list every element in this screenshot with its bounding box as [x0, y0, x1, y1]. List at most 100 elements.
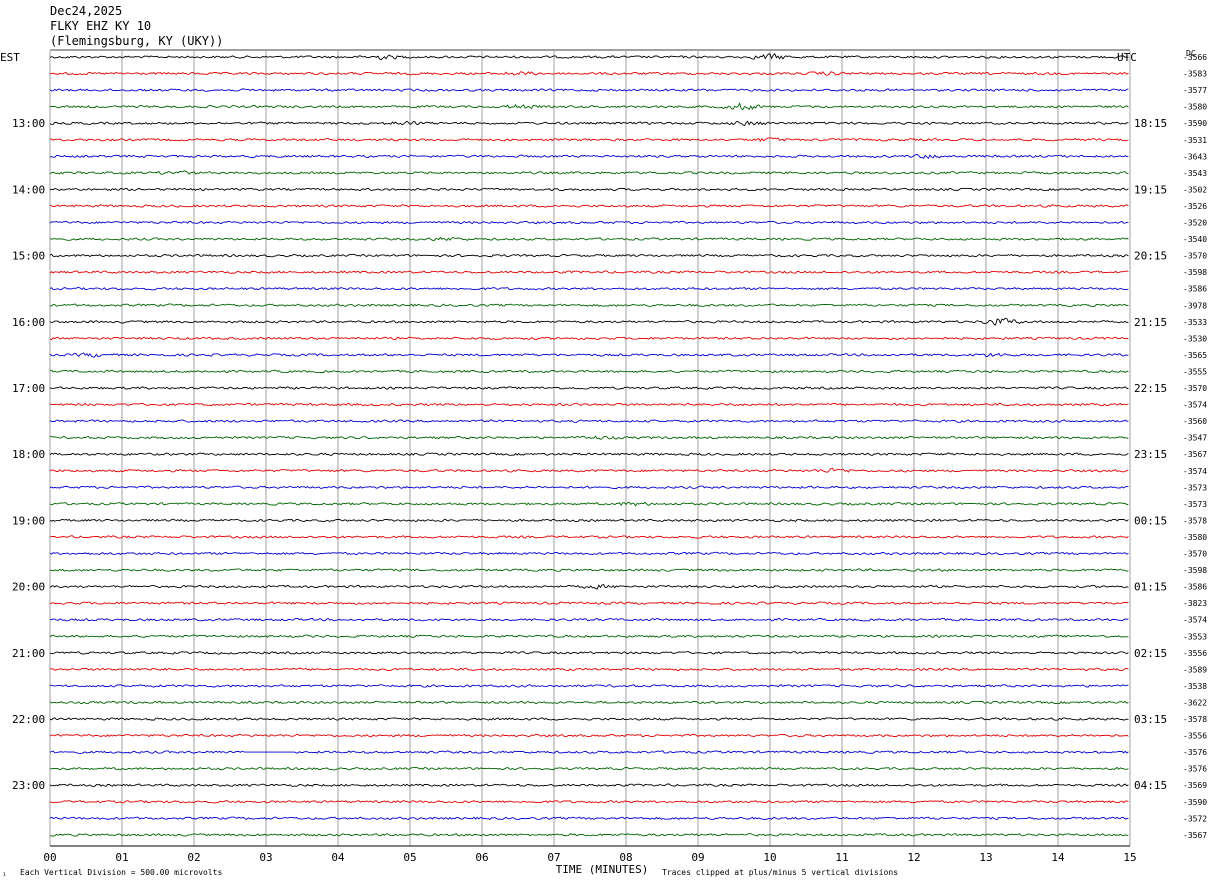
dc-offset-34: -3574 — [1183, 616, 1207, 625]
trace-44 — [49, 783, 1129, 787]
trace-17 — [49, 336, 1129, 341]
minute-gridlines — [49, 49, 1131, 847]
dc-offset-39: -3622 — [1183, 698, 1207, 707]
right-hour-20:15: 20:15 — [1134, 250, 1167, 263]
trace-28 — [49, 518, 1129, 523]
dc-offset-32: -3586 — [1183, 583, 1207, 592]
dc-offset-25: -3574 — [1183, 467, 1207, 476]
dc-offset-47: -3567 — [1183, 831, 1207, 840]
dc-offset-7: -3543 — [1183, 169, 1207, 178]
trace-29 — [49, 535, 1129, 539]
right-hour-18:15: 18:15 — [1134, 117, 1167, 130]
dc-offset-21: -3574 — [1183, 401, 1207, 410]
trace-16 — [49, 317, 1129, 326]
trace-20 — [49, 386, 1129, 390]
trace-7 — [49, 170, 1129, 175]
trace-18 — [49, 352, 1129, 358]
trace-2 — [49, 88, 1129, 92]
x-tick-07: 07 — [547, 851, 560, 864]
trace-23 — [50, 435, 1129, 440]
trace-41 — [49, 733, 1129, 738]
dc-offset-1: -3583 — [1183, 70, 1207, 79]
dc-offset-17: -3530 — [1183, 334, 1207, 343]
trace-34 — [49, 617, 1129, 622]
dc-offset-42: -3576 — [1183, 748, 1207, 757]
trace-31 — [49, 568, 1129, 572]
trace-10 — [49, 220, 1129, 225]
trace-19 — [49, 369, 1129, 374]
dc-offset-28: -3578 — [1183, 516, 1207, 525]
x-tick-00: 00 — [43, 851, 56, 864]
left-hour-22:00: 22:00 — [12, 713, 45, 726]
trace-27 — [49, 501, 1129, 507]
left-hour-16:00: 16:00 — [12, 316, 45, 329]
trace-32 — [49, 583, 1129, 590]
trace-24 — [49, 452, 1129, 456]
x-tick-01: 01 — [115, 851, 128, 864]
trace-22 — [49, 419, 1129, 423]
x-axis-title: TIME (MINUTES) — [556, 863, 649, 876]
dc-offset-3: -3580 — [1183, 103, 1207, 112]
trace-38 — [49, 684, 1129, 688]
dc-offset-27: -3573 — [1183, 500, 1207, 509]
dc-offset-26: -3573 — [1183, 483, 1207, 492]
left-axis-label: EST — [0, 51, 20, 64]
left-hour-18:00: 18:00 — [12, 448, 45, 461]
right-axis-label: UTC — [1117, 51, 1137, 64]
left-hour-14:00: 14:00 — [12, 183, 45, 196]
x-tick-02: 02 — [187, 851, 200, 864]
right-hour-00:15: 00:15 — [1134, 514, 1167, 527]
trace-15 — [49, 303, 1129, 307]
left-hour-21:00: 21:00 — [12, 647, 45, 660]
x-tick-09: 09 — [691, 851, 704, 864]
left-hour-19:00: 19:00 — [12, 514, 45, 527]
dc-offset-37: -3589 — [1183, 665, 1207, 674]
trace-30 — [49, 551, 1129, 556]
trace-37 — [49, 667, 1129, 672]
station-title: FLKY EHZ KY 10 — [50, 19, 152, 33]
dc-offset-16: -3533 — [1183, 318, 1207, 327]
dc-offset-8: -3502 — [1183, 185, 1207, 194]
trace-8 — [49, 187, 1129, 192]
dc-offset-40: -3578 — [1183, 715, 1207, 724]
x-tick-03: 03 — [259, 851, 272, 864]
dc-offset-24: -3567 — [1183, 450, 1207, 459]
trace-40 — [49, 717, 1129, 721]
right-hour-01:15: 01:15 — [1134, 581, 1167, 594]
left-hour-13:00: 13:00 — [12, 117, 45, 130]
dc-offset-13: -3598 — [1183, 268, 1207, 277]
dc-label: DC — [1186, 49, 1196, 58]
x-tick-11: 11 — [835, 851, 848, 864]
trace-26 — [49, 485, 1129, 490]
seismic-traces — [49, 53, 1129, 837]
left-hour-15:00: 15:00 — [12, 250, 45, 263]
dc-offset-5: -3531 — [1183, 136, 1207, 145]
dc-offset-19: -3555 — [1183, 367, 1207, 376]
dc-offset-30: -3570 — [1183, 550, 1207, 559]
trace-21 — [49, 402, 1129, 407]
x-tick-08: 08 — [619, 851, 632, 864]
trace-25 — [49, 467, 1129, 473]
trace-12 — [49, 253, 1129, 258]
plot-date: Dec24,2025 — [50, 4, 123, 18]
dc-offset-44: -3569 — [1183, 781, 1207, 790]
dc-offset-38: -3538 — [1183, 682, 1207, 691]
trace-9 — [49, 204, 1129, 208]
x-tick-05: 05 — [403, 851, 416, 864]
trace-1 — [49, 71, 1129, 76]
left-hour-23:00: 23:00 — [12, 779, 45, 792]
x-tick-04: 04 — [331, 851, 345, 864]
dc-offset-35: -3553 — [1183, 632, 1207, 641]
dc-offset-20: -3570 — [1183, 384, 1207, 393]
right-hour-21:15: 21:15 — [1134, 316, 1167, 329]
trace-36 — [50, 651, 1129, 655]
corner-mark: ¹ — [2, 871, 7, 880]
trace-6 — [49, 153, 1129, 160]
scale-note: Each Vertical Division = 500.00 microvol… — [20, 868, 222, 877]
trace-39 — [49, 700, 1129, 705]
dc-offset-14: -3586 — [1183, 285, 1207, 294]
right-hour-03:15: 03:15 — [1134, 713, 1167, 726]
trace-5 — [49, 137, 1129, 142]
right-hour-04:15: 04:15 — [1134, 779, 1167, 792]
